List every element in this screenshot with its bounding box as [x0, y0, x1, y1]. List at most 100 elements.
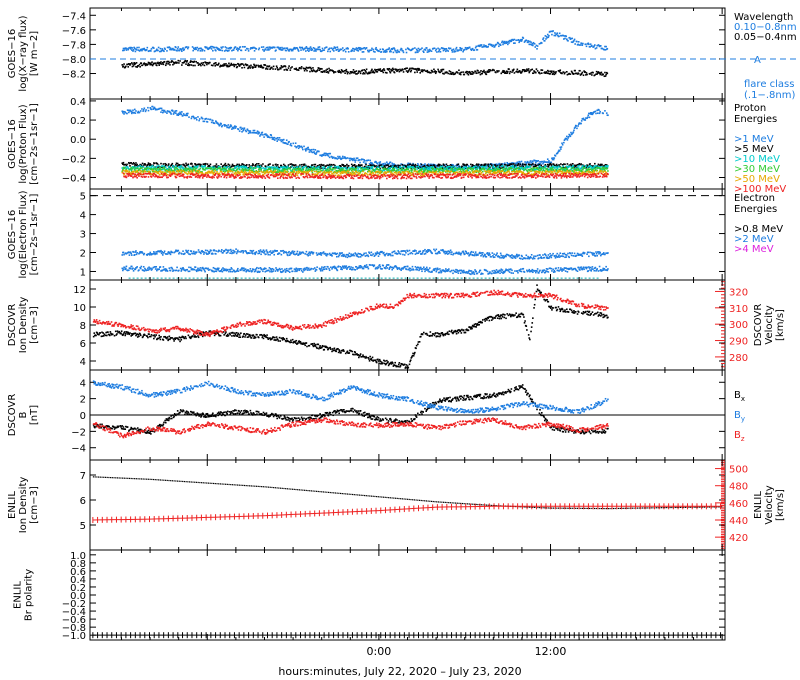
- data-point: [271, 136, 273, 139]
- data-point: [433, 68, 435, 71]
- data-point: [346, 72, 349, 75]
- data-point: [606, 166, 609, 168]
- data-point: [377, 68, 380, 71]
- data-point: [444, 168, 447, 171]
- data-point: [448, 169, 450, 171]
- data-point: [310, 67, 312, 70]
- data-point: [137, 171, 140, 174]
- data-point: [511, 166, 514, 169]
- data-point: [507, 40, 510, 43]
- data-point: [577, 163, 579, 166]
- data-point: [592, 172, 594, 175]
- data-point: [163, 173, 165, 175]
- data-point: [415, 48, 418, 51]
- data-point: [595, 112, 597, 115]
- data-point: [561, 164, 564, 166]
- data-point: [606, 47, 609, 50]
- data-point: [429, 166, 432, 169]
- data-point: [504, 72, 506, 74]
- data-point: [305, 66, 308, 69]
- data-point: [403, 171, 405, 173]
- data-point: [310, 170, 313, 172]
- data-point: [249, 48, 252, 50]
- data-point: [555, 166, 558, 169]
- data-point: [605, 165, 607, 167]
- data-point: [539, 160, 541, 163]
- data-point: [592, 112, 594, 115]
- data-point: [241, 165, 243, 168]
- data-point: [200, 48, 203, 50]
- data-point: [224, 170, 227, 173]
- data-point: [429, 170, 432, 172]
- data-point: [549, 168, 552, 170]
- data-point: [138, 168, 140, 170]
- data-point: [473, 166, 476, 168]
- data-point: [420, 174, 422, 177]
- data-point: [200, 170, 202, 173]
- data-point: [198, 118, 201, 120]
- data-point: [122, 163, 124, 165]
- data-point: [479, 168, 482, 171]
- data-point: [393, 71, 396, 74]
- data-point: [518, 70, 521, 72]
- data-point: [330, 170, 333, 173]
- data-point: [259, 166, 261, 169]
- data-point: [446, 167, 449, 170]
- data-point: [336, 171, 339, 174]
- data-point: [555, 168, 557, 171]
- data-point: [186, 60, 189, 62]
- data-point: [259, 135, 261, 137]
- data-point: [325, 46, 328, 48]
- data-point: [229, 170, 232, 172]
- data-point: [185, 61, 188, 63]
- data-point: [513, 72, 516, 74]
- data-point: [163, 166, 165, 169]
- data-point: [201, 172, 204, 175]
- data-point: [229, 125, 231, 128]
- data-point: [552, 166, 555, 169]
- data-point: [516, 171, 519, 173]
- data-point: [325, 165, 327, 167]
- data-point: [268, 163, 270, 166]
- data-point: [265, 169, 267, 172]
- data-point: [589, 111, 592, 114]
- data-point: [210, 121, 213, 124]
- data-point: [197, 64, 200, 66]
- data-point: [181, 50, 183, 53]
- data-point: [433, 47, 436, 50]
- data-point: [236, 47, 239, 49]
- data-point: [221, 124, 224, 127]
- data-point: [585, 43, 587, 46]
- data-point: [369, 161, 372, 164]
- data-point: [248, 170, 251, 172]
- data-point: [489, 163, 492, 165]
- data-point: [281, 167, 284, 170]
- data-point: [144, 64, 147, 67]
- data-point: [555, 163, 558, 166]
- data-point: [325, 69, 327, 72]
- data-point: [595, 173, 597, 175]
- data-point: [345, 172, 348, 174]
- data-point: [159, 107, 162, 110]
- data-point: [414, 163, 417, 166]
- data-point: [130, 49, 133, 51]
- data-point: [229, 124, 232, 126]
- data-point: [546, 69, 549, 72]
- data-point: [322, 174, 325, 177]
- data-point: [235, 164, 238, 167]
- data-point: [532, 72, 535, 75]
- data-point: [414, 47, 416, 49]
- data-point: [326, 154, 329, 156]
- data-point: [598, 164, 600, 166]
- data-point: [521, 172, 523, 174]
- data-point: [502, 43, 504, 46]
- data-point: [558, 164, 560, 166]
- data-point: [123, 164, 125, 166]
- data-point: [497, 171, 500, 173]
- data-point: [355, 170, 358, 173]
- data-point: [283, 166, 286, 169]
- data-point: [568, 134, 571, 136]
- data-point: [504, 42, 507, 44]
- data-point: [538, 170, 540, 173]
- data-point: [306, 49, 309, 52]
